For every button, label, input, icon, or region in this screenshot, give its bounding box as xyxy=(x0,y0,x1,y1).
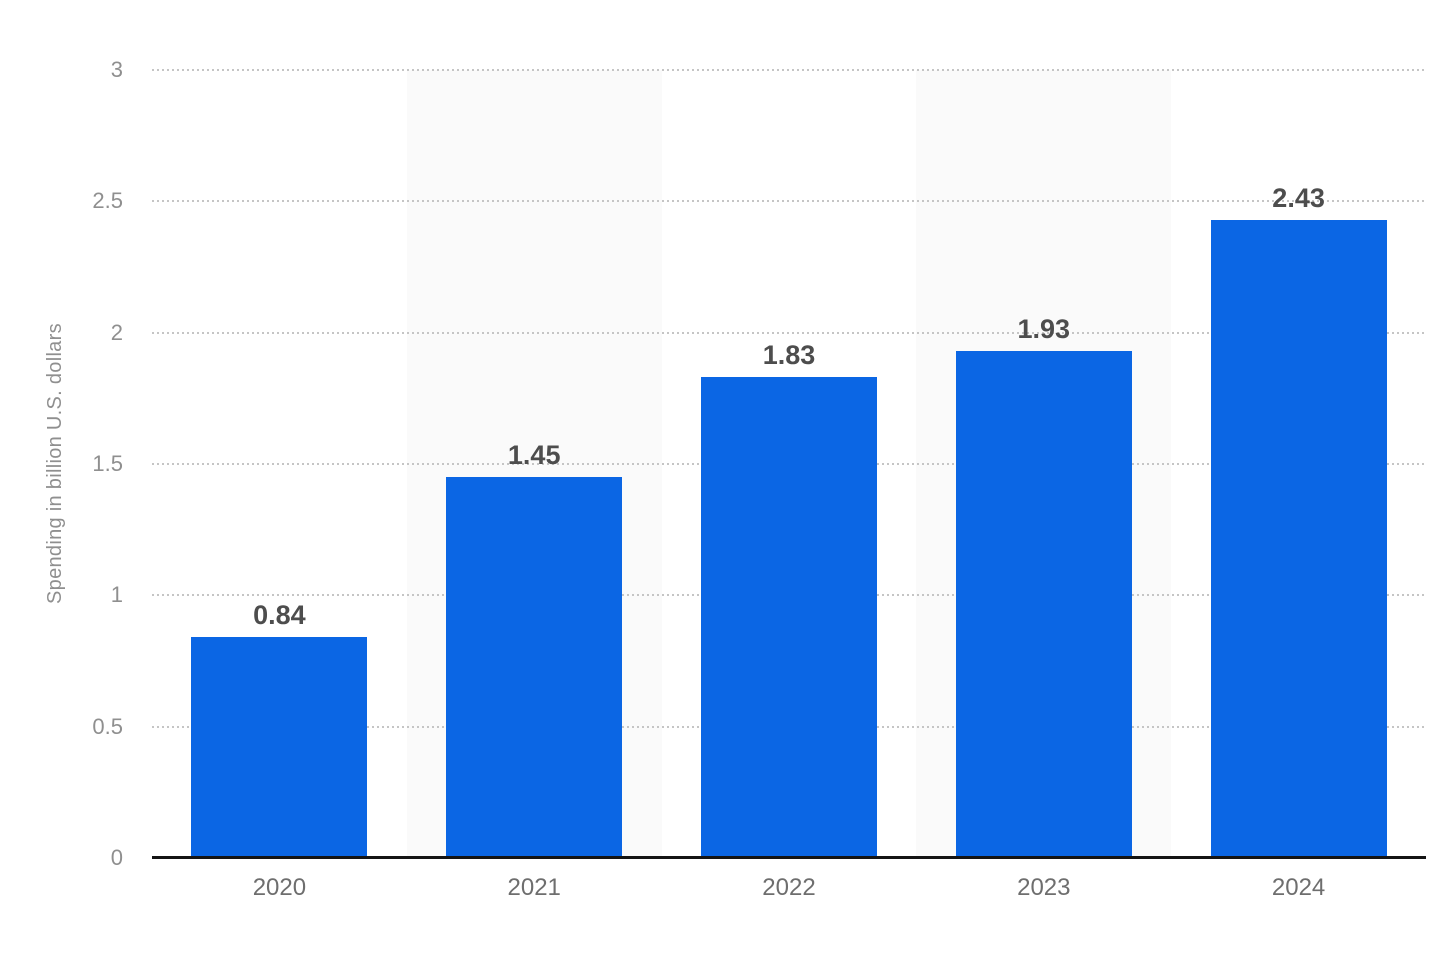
gridline xyxy=(152,69,1426,71)
bar-2020[interactable] xyxy=(191,637,368,858)
y-tick-label: 2.5 xyxy=(92,188,123,214)
bar-2024[interactable] xyxy=(1210,219,1387,858)
bar-value-label: 1.93 xyxy=(1017,314,1071,345)
y-tick-label: 2 xyxy=(110,319,123,345)
bar-value-label: 0.84 xyxy=(253,600,306,631)
gridline xyxy=(152,200,1426,203)
bar-value-label: 1.83 xyxy=(762,340,816,371)
y-tick-label: 0 xyxy=(110,845,123,870)
bar-2023[interactable] xyxy=(955,351,1132,858)
x-tick-label: 2024 xyxy=(1271,874,1326,901)
bar-2022[interactable] xyxy=(701,377,877,858)
y-tick-label: 3 xyxy=(110,57,123,82)
bar-value-label: 1.45 xyxy=(507,440,561,471)
x-tick-label: 2022 xyxy=(762,874,816,901)
bar-value-label: 2.43 xyxy=(1272,182,1325,213)
y-tick-label: 0.5 xyxy=(92,713,123,739)
x-axis-line xyxy=(152,856,1426,859)
x-tick-label: 2021 xyxy=(507,874,561,901)
x-tick-label: 2020 xyxy=(252,874,307,901)
y-tick-label: 1.5 xyxy=(92,451,123,476)
gridline xyxy=(152,331,1426,334)
x-tick-label: 2023 xyxy=(1017,874,1071,901)
y-tick-label: 1 xyxy=(110,582,123,608)
bar-2021[interactable] xyxy=(446,477,623,858)
